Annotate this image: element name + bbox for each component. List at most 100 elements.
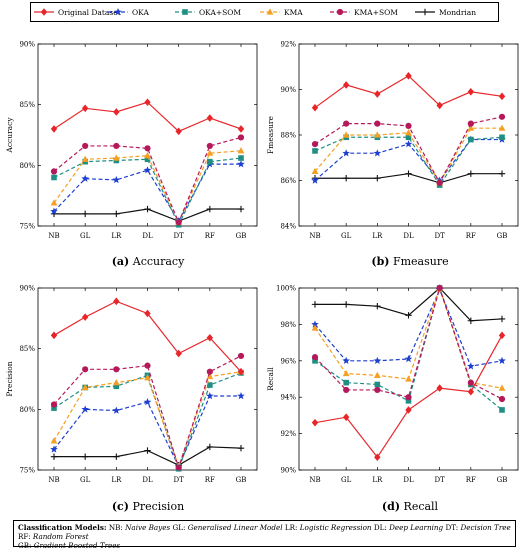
series-original-dataset [50, 98, 245, 136]
legend-entry-kma-som: KMA+SOM [330, 8, 398, 17]
data-point-dt [175, 349, 182, 358]
data-point-nb [311, 324, 319, 331]
data-point-rf [206, 205, 214, 213]
data-point-dl [405, 394, 412, 401]
data-point-lr [374, 90, 381, 98]
data-point-nb [50, 453, 58, 460]
data-point-dl [144, 98, 151, 107]
data-point-dl [404, 140, 413, 148]
series-mondrian [50, 443, 245, 469]
data-point-gb [237, 444, 245, 452]
data-point-dl [144, 205, 151, 213]
legend-entry-kma: KMA [260, 8, 303, 17]
y-tick-label: 96% [280, 357, 296, 365]
data-point-nb [50, 437, 58, 444]
data-point-lr [373, 371, 381, 378]
x-tick-label-dt: DT [174, 476, 185, 484]
data-point-nb [311, 418, 319, 427]
series-line [53, 101, 242, 133]
x-tick-label-nb: NB [309, 232, 320, 240]
data-point-rf [467, 387, 475, 396]
x-tick-label-rf: RF [205, 476, 215, 484]
series-mondrian [311, 170, 506, 186]
data-point-nb [50, 207, 58, 215]
data-point-gb [498, 124, 506, 131]
legend-square-marker [182, 9, 188, 15]
data-point-rf [206, 368, 213, 375]
x-tick-label-gb: GB [497, 232, 508, 240]
models-heading: Classification Models: [18, 523, 107, 532]
data-point-gl [81, 405, 89, 413]
data-point-nb [311, 301, 319, 308]
legend-label: KMA+SOM [354, 8, 398, 17]
series-line [314, 288, 503, 367]
data-point-gb [498, 315, 506, 323]
data-point-gl [82, 366, 89, 373]
chart-recall: 90% 92% 94% 96% 98% 100% NB GL LR DL DT RF GB Recall [266, 284, 519, 484]
data-point-gl [342, 413, 350, 422]
x-tick-label-nb: NB [48, 476, 59, 484]
y-tick-label: 86% [280, 177, 296, 185]
legend-label: KMA [284, 8, 303, 17]
caption-precision: (c) Precision [111, 500, 185, 513]
series-kma-som [311, 113, 506, 186]
y-tick-label: 85% [19, 101, 35, 109]
legend-label: OKA+SOM [199, 8, 241, 17]
data-point-nb [50, 125, 58, 133]
data-point-gl [343, 120, 350, 127]
legend-entry-oka-som: OKA+SOM [175, 8, 241, 17]
y-tick-label: 94% [280, 394, 296, 402]
data-point-dl [144, 152, 151, 159]
x-tick-label-dt: DT [174, 232, 185, 240]
legend-circle-marker [336, 8, 344, 16]
data-point-gb [498, 395, 506, 403]
data-point-rf [206, 372, 214, 380]
data-point-rf [206, 391, 214, 400]
data-point-gl [342, 369, 350, 377]
data-point-lr [113, 366, 120, 373]
data-point-gl [81, 210, 89, 218]
data-point-dl [405, 72, 412, 80]
y-tick-label: 88% [280, 132, 296, 140]
data-point-lr [374, 303, 381, 310]
series-original-dataset [311, 331, 506, 462]
series-kma-som [311, 284, 506, 403]
data-point-lr [373, 131, 381, 138]
series-original-dataset [50, 297, 245, 376]
data-point-gl [82, 142, 89, 150]
data-point-dl [144, 447, 151, 454]
x-tick-label-dt: DT [435, 232, 446, 240]
x-tick-label-gb: GB [236, 232, 247, 240]
data-point-dl [405, 122, 412, 129]
data-point-gl [342, 175, 350, 182]
data-point-gl [81, 383, 89, 391]
data-point-rf [467, 87, 475, 96]
data-point-nb [50, 331, 58, 340]
data-point-dt [175, 464, 182, 471]
series-kma [311, 284, 506, 391]
data-point-nb [311, 167, 319, 174]
x-tick-label-dl: DL [142, 232, 153, 240]
data-point-gb [237, 160, 245, 168]
x-tick-label-gl: GL [80, 476, 91, 484]
x-tick-label-dl: DL [403, 232, 414, 240]
data-point-rf [207, 382, 213, 388]
series-line [314, 286, 503, 389]
data-point-dl [405, 134, 412, 141]
data-point-dl [405, 170, 412, 177]
data-point-gl [343, 379, 349, 386]
data-point-dt [175, 219, 182, 226]
data-point-gl [81, 155, 89, 162]
data-point-lr [374, 386, 381, 394]
data-point-lr [374, 175, 381, 182]
series-mondrian [50, 205, 245, 225]
data-point-rf [207, 158, 213, 165]
series-kma [311, 124, 506, 186]
data-point-rf [468, 136, 474, 143]
data-point-dl [405, 406, 412, 414]
data-point-dl [143, 398, 152, 406]
plot-frame [37, 43, 258, 227]
data-point-dl [144, 145, 151, 152]
data-point-gl [81, 174, 89, 182]
data-point-gl [342, 356, 350, 365]
